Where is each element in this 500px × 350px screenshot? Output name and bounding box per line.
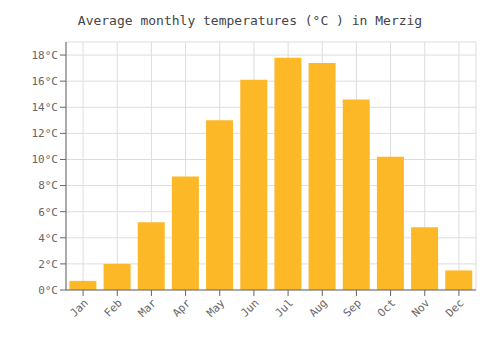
svg-text:Jan: Jan (67, 296, 90, 319)
svg-text:0°C: 0°C (38, 284, 58, 297)
svg-text:2°C: 2°C (38, 258, 58, 271)
svg-text:12°C: 12°C (32, 127, 59, 140)
svg-text:Sep: Sep (341, 296, 364, 319)
svg-text:10°C: 10°C (32, 153, 59, 166)
svg-text:4°C: 4°C (38, 232, 58, 245)
svg-text:6°C: 6°C (38, 206, 58, 219)
svg-text:Jul: Jul (272, 296, 295, 319)
svg-text:Dec: Dec (443, 296, 466, 319)
svg-text:Apr: Apr (170, 296, 194, 320)
svg-text:Oct: Oct (375, 296, 398, 319)
svg-text:Feb: Feb (102, 296, 125, 319)
svg-text:Aug: Aug (307, 296, 330, 319)
svg-text:16°C: 16°C (32, 75, 59, 88)
html-text:Average monthly temperatures (: Average monthly temperatures (°C ) in Me… (77, 13, 423, 28)
svg-text:18°C: 18°C (32, 49, 59, 62)
svg-text:May: May (204, 296, 228, 320)
svg-text:8°C: 8°C (38, 179, 58, 192)
svg-text:14°C: 14°C (32, 101, 59, 114)
svg-text:Nov: Nov (409, 296, 433, 320)
svg-text:Jun: Jun (238, 296, 261, 319)
svg-text:Mar: Mar (136, 296, 160, 320)
